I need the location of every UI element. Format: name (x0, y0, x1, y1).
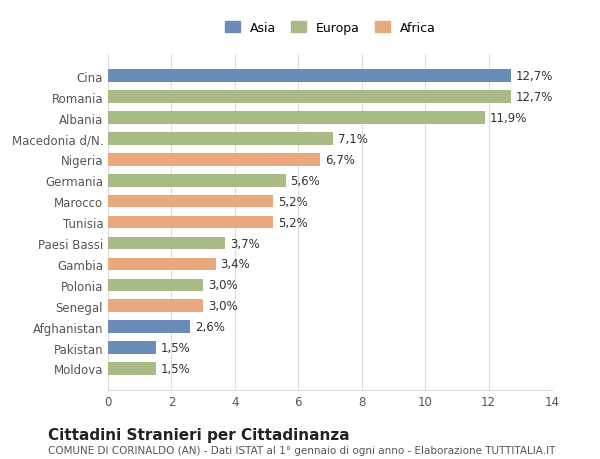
Text: 5,2%: 5,2% (278, 216, 307, 229)
Bar (108, 258, 216, 271)
Text: COMUNE DI CORINALDO (AN) - Dati ISTAT al 1° gennaio di ogni anno - Elaborazione : COMUNE DI CORINALDO (AN) - Dati ISTAT al… (48, 445, 556, 455)
Text: Cittadini Stranieri per Cittadinanza: Cittadini Stranieri per Cittadinanza (48, 427, 350, 442)
Bar (108, 91, 511, 104)
Text: 7,1%: 7,1% (338, 133, 368, 146)
Text: 12,7%: 12,7% (515, 91, 553, 104)
Bar (108, 237, 226, 250)
Bar (108, 216, 273, 229)
Text: 3,7%: 3,7% (230, 237, 260, 250)
Text: 6,7%: 6,7% (325, 154, 355, 167)
Text: 5,2%: 5,2% (278, 195, 307, 208)
Bar (108, 341, 155, 354)
Text: 11,9%: 11,9% (490, 112, 527, 125)
Bar (108, 300, 203, 312)
Legend: Asia, Europa, Africa: Asia, Europa, Africa (221, 18, 439, 38)
Bar (108, 70, 511, 83)
Bar (108, 196, 273, 208)
Text: 3,4%: 3,4% (221, 258, 250, 271)
Bar (108, 279, 203, 291)
Text: 1,5%: 1,5% (160, 341, 190, 354)
Bar (108, 133, 333, 146)
Bar (108, 174, 286, 187)
Bar (108, 154, 320, 166)
Text: 2,6%: 2,6% (195, 320, 225, 333)
Text: 1,5%: 1,5% (160, 362, 190, 375)
Bar (108, 112, 485, 124)
Text: 3,0%: 3,0% (208, 279, 238, 291)
Bar (108, 321, 190, 333)
Text: 5,6%: 5,6% (290, 174, 320, 187)
Bar (108, 363, 155, 375)
Text: 3,0%: 3,0% (208, 300, 238, 313)
Text: 12,7%: 12,7% (515, 70, 553, 83)
